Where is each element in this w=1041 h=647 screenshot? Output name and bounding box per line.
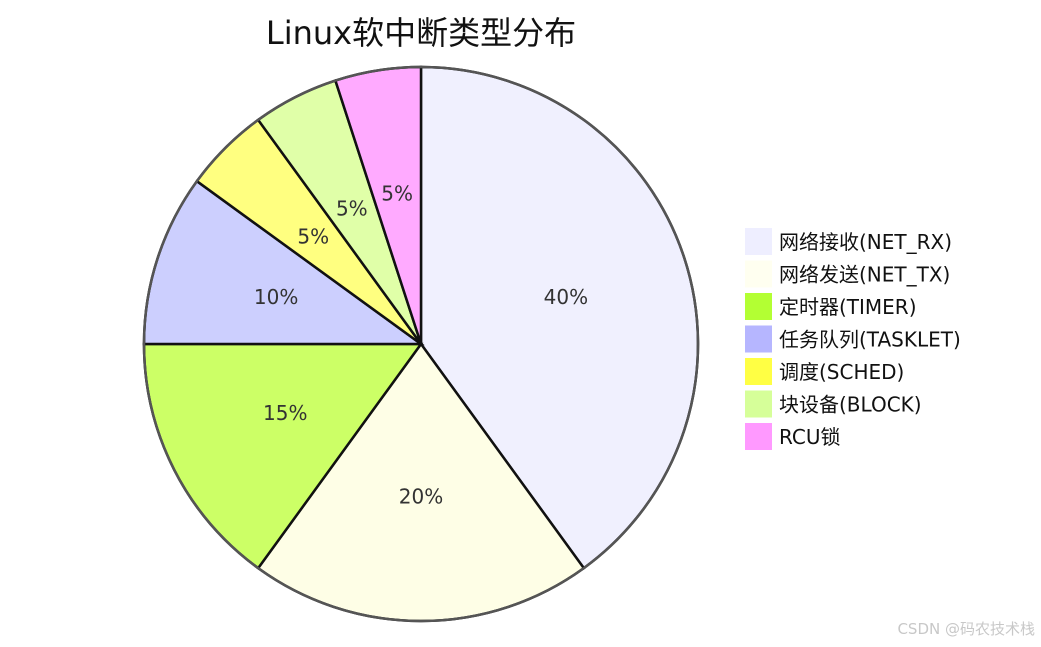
watermark: CSDN @码农技术栈	[897, 620, 1035, 638]
legend-label: 块设备(BLOCK)	[779, 393, 922, 417]
legend-label: 调度(SCHED)	[779, 360, 904, 384]
legend: 网络接收(NET_RX) 网络发送(NET_TX) 定时器(TIMER) 任务队列(T…	[745, 228, 961, 450]
slice-label: 5%	[381, 182, 413, 206]
pie-slices	[142, 65, 700, 623]
legend-swatch	[745, 228, 772, 255]
legend-label: RCU锁	[779, 425, 841, 449]
slice-label: 15%	[263, 401, 307, 425]
pie-outline	[142, 65, 700, 623]
slice-label: 10%	[254, 285, 298, 309]
slice-labels: 40% 20% 15% 10% 5% 5% 5%	[254, 182, 588, 509]
legend-swatch	[745, 325, 772, 353]
legend-label: 定时器(TIMER)	[779, 295, 917, 319]
legend-swatch	[745, 293, 772, 320]
slice-label: 40%	[544, 285, 588, 309]
legend-swatch	[745, 358, 772, 385]
slice-label: 5%	[297, 224, 329, 248]
legend-label: 网络发送(NET_TX)	[779, 263, 950, 287]
legend-label: 任务队列(TASKLET)	[779, 328, 961, 352]
slice-label: 5%	[336, 196, 368, 220]
legend-swatch	[745, 423, 772, 450]
slice-label: 20%	[399, 484, 443, 508]
legend-swatch	[745, 390, 772, 418]
legend-label: 网络接收(NET_RX)	[779, 230, 952, 254]
legend-swatch	[745, 260, 772, 288]
chart-title: Linux软中断类型分布	[266, 14, 576, 52]
